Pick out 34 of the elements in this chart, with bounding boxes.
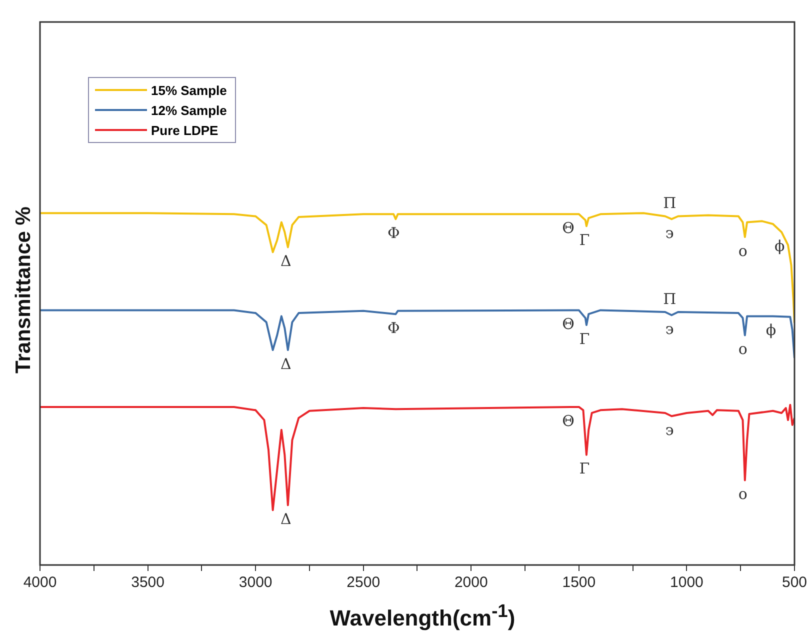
- x-axis-title: Wavelength(cm$^{-1}$): [328, 600, 516, 632]
- annotation: o: [738, 340, 748, 358]
- x-tick-label: 4000: [23, 574, 57, 592]
- annotation: Δ: [280, 510, 292, 528]
- annotation: Θ: [562, 315, 574, 334]
- y-axis-title: Transmittance %: [12, 206, 36, 376]
- x-tick-label: 500: [782, 574, 807, 592]
- annotation: o: [738, 485, 748, 504]
- annotation: Δ: [280, 252, 292, 270]
- legend-label: Pure LDPE: [151, 122, 218, 138]
- annotation: Φ: [388, 224, 400, 242]
- annotation: ϕ: [774, 236, 785, 255]
- annotation: Θ: [562, 219, 574, 238]
- annotation: ϶: [665, 421, 674, 440]
- annotation: ϕ: [766, 321, 776, 340]
- legend-label: 15% Sample: [151, 82, 227, 98]
- x-tick-label: 3500: [131, 574, 164, 592]
- annotation: Π: [663, 290, 676, 308]
- annotation: Φ: [388, 318, 400, 337]
- x-tick-label: 2500: [346, 574, 380, 592]
- annotation: ϶: [665, 320, 674, 338]
- x-tick-label: 2000: [454, 574, 488, 592]
- annotation: Π: [663, 194, 676, 212]
- annotation: Γ: [579, 231, 590, 249]
- annotation: Δ: [280, 354, 292, 373]
- x-tick-label: 1000: [670, 574, 704, 592]
- x-tick-label: 1500: [562, 574, 596, 592]
- annotation: Θ: [562, 412, 574, 430]
- legend-label: 12% Sample: [151, 102, 227, 118]
- annotation: Γ: [579, 460, 590, 478]
- x-tick-label: 3000: [238, 574, 272, 592]
- annotation: Γ: [579, 330, 590, 348]
- annotation: ϶: [665, 224, 674, 242]
- annotation: o: [738, 242, 748, 260]
